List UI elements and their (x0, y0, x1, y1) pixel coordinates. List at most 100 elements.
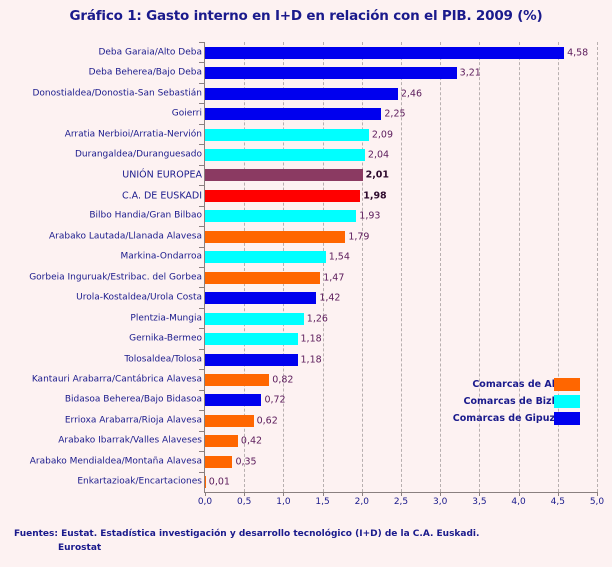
legend-swatch (554, 412, 580, 425)
x-axis-tick (597, 492, 598, 496)
bar (205, 230, 346, 243)
category-label: Arabako Ibarrak/Valles Alaveses (58, 435, 202, 446)
x-axis-tick-label: 4,0 (511, 497, 526, 507)
bar-row: Donostialdea/Donostia-San Sebastián 2,46 (0, 82, 612, 104)
bar-row: Goierri 2,25 (0, 103, 612, 124)
x-axis-tick (361, 492, 363, 496)
x-axis-tick (557, 492, 559, 496)
gridline (518, 42, 521, 492)
bar (205, 373, 270, 386)
y-axis-tick (199, 328, 204, 330)
source-line-2: Eurostat (58, 542, 102, 553)
bar-row: Arratia Nerbioi/Arratia-Nervión 2,09 (0, 123, 612, 145)
y-axis-tick (199, 185, 204, 187)
category-label: Donostialdea/Donostia-San Sebastián (32, 88, 202, 99)
y-axis-tick (199, 144, 204, 146)
bar (205, 455, 233, 468)
bar-value-label: 0,82 (272, 374, 294, 386)
bar-row: Urola-Kostaldea/Urola Costa 1,42 (0, 287, 612, 308)
category-label: Gorbeia Inguruak/Estribac. del Gorbea (29, 272, 202, 283)
source-footer: Fuentes: Eustat. Estadística investigaci… (14, 528, 604, 556)
bar-row: C.A. DE EUSKADI 1,98 (0, 185, 612, 206)
x-axis-tick-label: 1,5 (315, 497, 330, 507)
bar-value-label: 1,42 (319, 292, 341, 304)
legend-swatch (554, 395, 580, 408)
bar-row: Bilbo Handia/Gran Bilbao 1,93 (0, 205, 612, 227)
category-label: Arabako Lautada/Llanada Alavesa (49, 231, 202, 242)
bar (205, 271, 321, 284)
bar-row: Kantauri Arabarra/Cantábrica Alavesa 0,82 (0, 369, 612, 390)
bar-row: Enkartazioak/Encartaciones 0,01 (0, 471, 612, 493)
bar (205, 128, 369, 141)
bar (205, 67, 457, 80)
bar-row: Bidasoa Beherea/Bajo Bidasoa 0,72 (0, 389, 612, 411)
y-axis-tick (199, 369, 204, 371)
x-axis-tick-label: 2,0 (354, 497, 369, 507)
x-axis-tick (479, 492, 481, 496)
legend-label: Comarcas de Alava (472, 379, 574, 390)
gridline (479, 42, 481, 492)
x-axis-tick-label: 5,0 (589, 497, 605, 507)
y-axis-tick (199, 123, 204, 125)
y-axis-tick (199, 62, 204, 64)
bar-row: UNIÓN EUROPEA 2,01 (0, 164, 612, 186)
bar (205, 108, 382, 121)
category-label: Arratia Nerbioi/Arratia-Nervión (64, 129, 202, 140)
bar (205, 46, 565, 59)
category-label: Durangaldea/Duranguesado (74, 149, 202, 160)
gridline (322, 42, 325, 492)
bar-value-label: 2,01 (365, 169, 390, 181)
bar (205, 353, 298, 366)
bar-value-label: 0,35 (235, 456, 257, 468)
bar-value-label: 0,72 (264, 394, 286, 406)
y-axis-tick (199, 82, 204, 84)
bar-row: Deba Garaia/Alto Deba 4,58 (0, 42, 612, 63)
bar-value-label: 2,25 (384, 108, 406, 120)
bar (205, 87, 398, 100)
y-axis-tick (199, 42, 204, 43)
category-label: Errioxa Arabarra/Rioja Alavesa (64, 415, 202, 426)
bar-value-label: 0,42 (240, 435, 263, 447)
bar-value-label: 2,09 (371, 128, 393, 140)
bar-value-label: 1,93 (359, 210, 381, 222)
bar-row: Errioxa Arabarra/Rioja Alavesa 0,62 (0, 410, 612, 431)
category-label: Tolosaldea/Tolosa (124, 354, 202, 365)
category-label: UNIÓN EUROPEA (122, 169, 202, 181)
gridline (401, 42, 403, 492)
category-label: Arabako Mendialdea/Montaña Alavesa (29, 456, 202, 467)
bar (205, 210, 357, 223)
y-axis-tick (199, 164, 204, 166)
bar (205, 189, 361, 202)
x-axis-tick (401, 492, 402, 496)
bar-value-label: 2,04 (367, 149, 390, 161)
bar (205, 312, 304, 325)
legend-item: Comarcas de Alava (402, 376, 580, 393)
bar-row: Arabako Mendialdea/Montaña Alavesa 0,35 (0, 451, 612, 472)
category-label: Urola-Kostaldea/Urola Costa (76, 292, 202, 303)
y-axis-tick (199, 410, 204, 412)
x-axis-tick-label: 4,5 (550, 497, 565, 507)
bar-value-label: 3,21 (459, 67, 481, 79)
legend-label: Comarcas de Gipuzkoa (452, 413, 574, 424)
category-label: Bidasoa Beherea/Bajo Bidasoa (64, 394, 202, 405)
gridline (244, 42, 246, 492)
bar-row: Plentzia-Mungia 1,26 (0, 307, 612, 329)
category-label: C.A. DE EUSKADI (121, 190, 202, 202)
y-axis-line (204, 42, 205, 493)
bar (205, 435, 238, 448)
x-axis-tick-label: 0,0 (197, 497, 213, 507)
legend-swatch (554, 378, 580, 391)
category-label: Plentzia-Mungia (130, 313, 202, 324)
bar-value-label: 1,18 (300, 353, 322, 365)
gridline (361, 42, 364, 492)
y-axis-tick (199, 267, 204, 268)
x-axis-tick-label: 1,0 (276, 497, 291, 507)
legend: Comarcas de Alava Comarcas de Bizkaia Coma… (402, 376, 580, 427)
bar (205, 414, 254, 427)
y-axis-tick (199, 451, 204, 453)
x-axis-tick (205, 492, 206, 496)
category-label: Gernika-Bermeo (129, 333, 202, 344)
bar (205, 251, 326, 264)
bar-value-label: 4,58 (567, 46, 589, 58)
bar-value-label: 0,62 (256, 415, 278, 427)
